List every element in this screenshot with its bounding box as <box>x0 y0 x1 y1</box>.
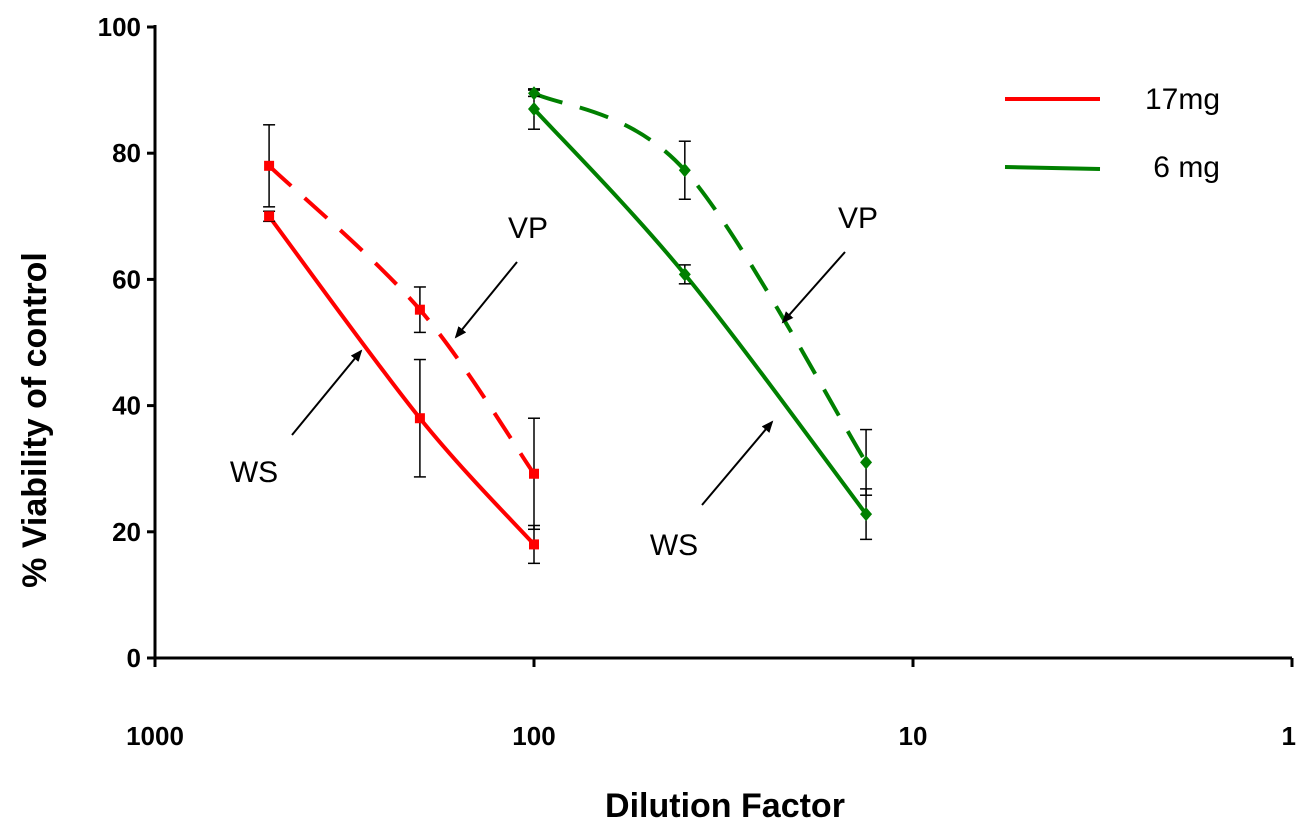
y-tick-label: 100 <box>98 12 141 42</box>
annotation-arrow <box>454 261 518 339</box>
data-point <box>414 304 425 315</box>
data-point <box>414 413 425 424</box>
legend-label-1: 6 mg <box>1153 151 1220 184</box>
x-tick-label: 1000 <box>126 721 184 751</box>
annotation-label-vp: VP <box>508 212 548 245</box>
annotation-label-vp: VP <box>838 202 878 235</box>
data-point <box>264 160 275 171</box>
annotation-label-ws: WS <box>650 529 698 562</box>
legend: 17mg 6 mg <box>1004 83 1220 184</box>
y-tick-label: 60 <box>112 264 141 294</box>
legend-label-0: 17mg <box>1145 83 1220 116</box>
series-line-17mg-vp <box>267 164 536 475</box>
data-point <box>264 211 275 222</box>
data-point <box>678 267 691 282</box>
data-point <box>528 102 540 117</box>
annotation-label-ws: WS <box>230 456 278 489</box>
annotation-arrow <box>701 420 774 506</box>
axes: 0 20 40 60 80 100 1000 100 10 1 <box>98 12 1296 751</box>
y-tick-label: 80 <box>112 138 141 168</box>
data-point <box>860 455 873 470</box>
data-point <box>529 539 539 550</box>
series-line-6mg-vp <box>533 91 868 464</box>
annotation-layer: VP WS VP WS <box>230 202 878 562</box>
data-point <box>528 86 540 101</box>
data-point <box>860 507 873 522</box>
x-tick-label: 1 <box>1282 721 1296 751</box>
annotation-arrow <box>291 349 363 436</box>
y-tick-label: 20 <box>112 517 141 547</box>
data-point <box>678 163 691 178</box>
annotation-arrow <box>781 251 846 324</box>
x-axis-title: Dilution Factor <box>605 787 845 825</box>
y-tick-label: 0 <box>127 643 141 673</box>
y-tick-label: 40 <box>112 391 141 421</box>
x-tick-label: 10 <box>899 721 928 751</box>
series-line-6mg-ws <box>532 107 868 516</box>
y-axis-title: % Viability of control <box>16 252 54 588</box>
data-point <box>529 468 539 479</box>
series-layer <box>263 86 873 565</box>
x-tick-label: 100 <box>512 721 555 751</box>
series-line-17mg-ws <box>267 215 536 546</box>
legend-swatch-1 <box>1004 165 1101 171</box>
